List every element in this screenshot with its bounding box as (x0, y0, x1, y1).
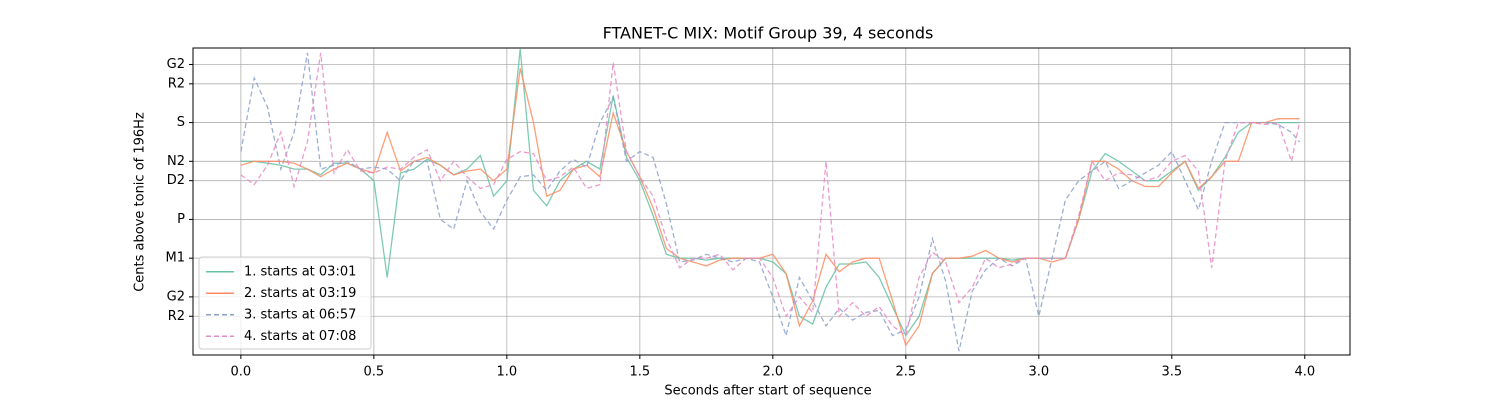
x-tick-label: 2.5 (895, 365, 916, 380)
series-line (240, 52, 1300, 352)
legend-label: 4. starts at 07:08 (244, 329, 356, 344)
y-tick-label: P (177, 212, 185, 227)
y-tick-label: S (177, 115, 185, 130)
y-tick-label: R2 (168, 309, 185, 324)
x-tick-label: 3.5 (1161, 365, 1182, 380)
series-line (240, 68, 1300, 347)
x-tick-label: 0.0 (231, 365, 252, 380)
x-tick-label: 0.5 (364, 365, 385, 380)
series-line (240, 48, 1300, 337)
x-tick-label: 1.0 (497, 365, 518, 380)
y-tick-label: G2 (167, 289, 185, 304)
y-axis-label: Cents above tonic of 196Hz (133, 112, 148, 292)
legend-label: 1. starts at 03:01 (244, 264, 356, 279)
y-tick-label: R2 (168, 76, 185, 91)
legend-label: 2. starts at 03:19 (244, 286, 356, 301)
y-tick-label: N2 (167, 154, 185, 169)
series-line (240, 52, 1301, 337)
legend: 1. starts at 03:01 2. starts at 03:19 3. s… (198, 256, 372, 350)
plot-frame (192, 47, 1351, 356)
x-tick-label: 1.5 (629, 365, 650, 380)
y-tick-label: G2 (167, 57, 185, 72)
y-tick-label: M1 (166, 251, 186, 266)
x-tick-label: 2.0 (762, 365, 783, 380)
legend-label: 3. starts at 06:57 (244, 307, 356, 322)
chart-title: FTANET-C MIX: Motif Group 39, 4 seconds (603, 24, 934, 43)
legend-box (198, 256, 372, 350)
x-tick-label: 3.0 (1028, 365, 1049, 380)
x-axis-label: Seconds after start of sequence (664, 384, 871, 399)
x-tick-label: 4.0 (1294, 365, 1315, 380)
y-tick-label: D2 (167, 173, 185, 188)
